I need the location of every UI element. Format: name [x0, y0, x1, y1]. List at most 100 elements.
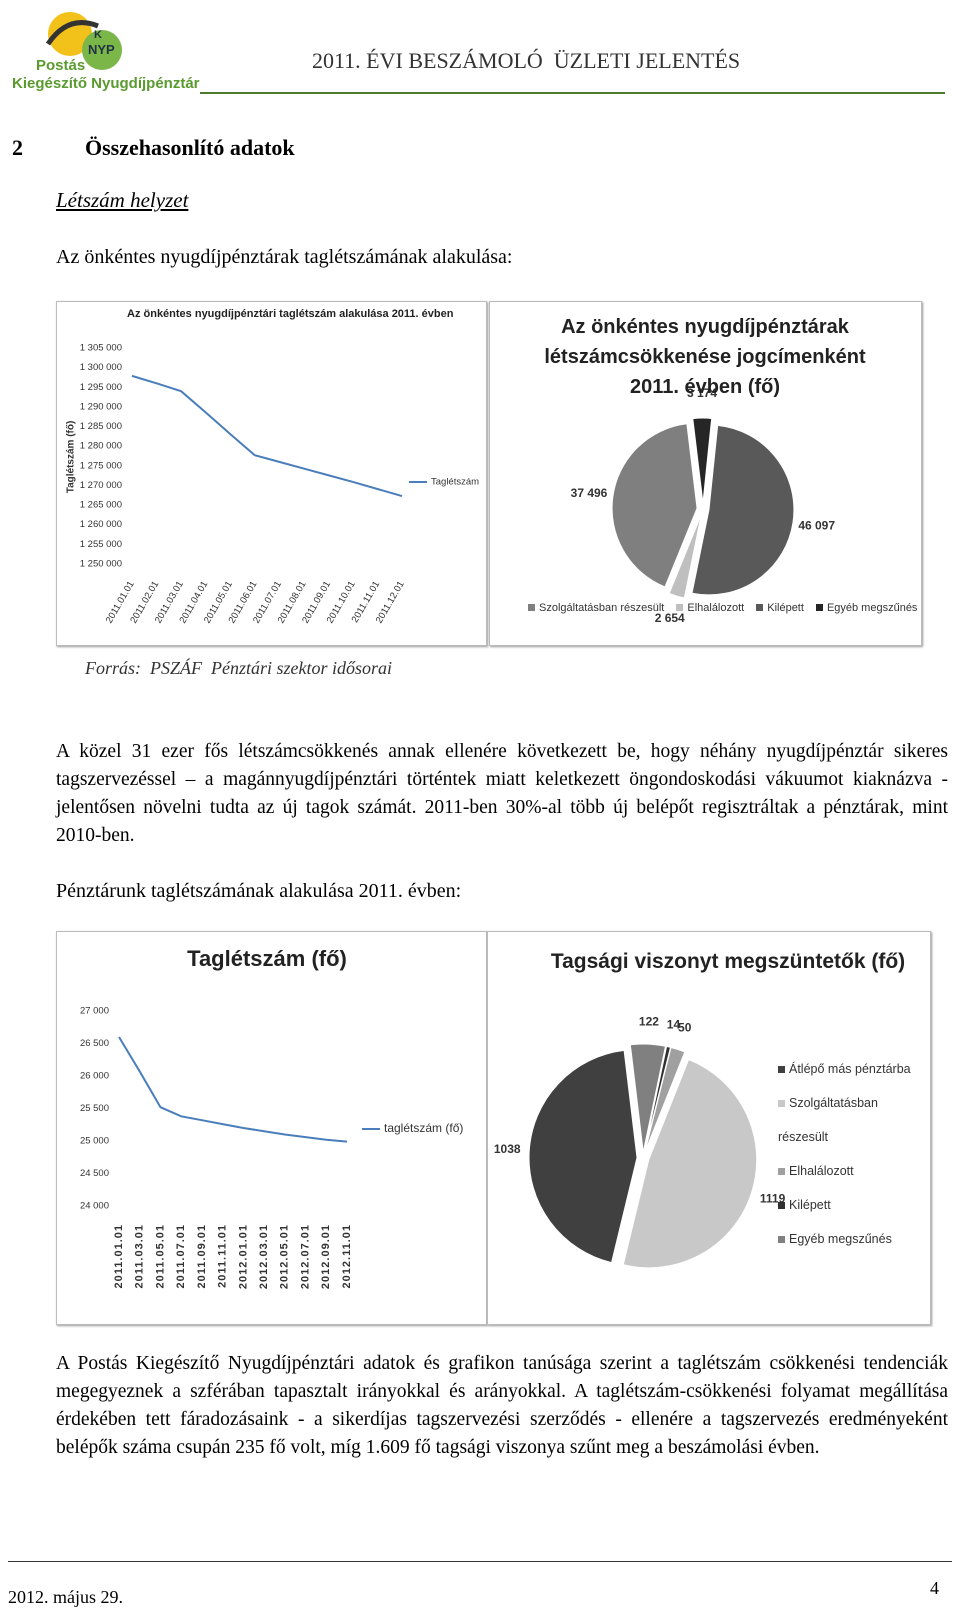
legend: Szolgáltatásban részesült Elhalálozott Kil… [528, 602, 921, 614]
chart-panel: 24 000 24 500 25 000 25 500 26 000 26 500 27 0… [56, 931, 487, 1325]
logo-badge: NYP [88, 42, 115, 57]
legend-item: Kilépett [778, 1188, 930, 1222]
pie-slice [644, 1046, 686, 1153]
data-label: 1038 [494, 1142, 521, 1156]
legend-label: Elhalálozott [789, 1164, 854, 1178]
x-tick-label: 2011.09.01 [196, 1224, 208, 1288]
section-number: 2 [12, 135, 23, 160]
data-label: 3 174 [687, 386, 717, 400]
plot: 24 000 24 500 25 000 25 500 26 000 26 500 27 0… [80, 1006, 463, 1290]
x-tick-label: 2011.11.01 [217, 1224, 229, 1288]
data-label: 37 496 [571, 486, 608, 500]
legend-swatch [778, 1168, 785, 1175]
legend-item: Kilépett [756, 602, 804, 614]
y-tick-label: 25 000 [80, 1136, 109, 1147]
section-title: Összehasonlító adatok [85, 135, 295, 160]
legend-swatch [756, 604, 764, 611]
y-tick-label: 1 280 000 [80, 441, 122, 452]
y-tick-label: 25 500 [80, 1103, 109, 1114]
y-tick-label: 1 300 000 [80, 362, 122, 373]
legend-swatch [815, 604, 823, 611]
legend-label: Szolgáltatásban részesült [778, 1096, 878, 1144]
legend-swatch [528, 604, 535, 611]
source: Forrás: PSZÁF Pénztári szektor idősorai [85, 658, 393, 678]
data-label: 14 [667, 1018, 681, 1032]
legend-item: Szolgáltatásban részesült [778, 1086, 930, 1154]
y-tick-label: 1 265 000 [80, 500, 122, 511]
header-title: 2011. ÉVI BESZÁMOLÓ ÜZLETI JELENTÉS [312, 48, 741, 73]
legend-swatch [676, 604, 684, 611]
subtitle: Létszám helyzet [56, 188, 189, 212]
pie-slice [668, 514, 702, 599]
x-tick-label: 2012.01.01 [237, 1224, 249, 1289]
footer-rule [8, 1561, 952, 1562]
x-tick-label: 2012.09.01 [320, 1224, 332, 1289]
y-tick-label: 24 500 [80, 1168, 109, 1179]
legend-label: Egyéb megszűnés [826, 602, 918, 614]
x-tick-label: 2012.03.01 [258, 1224, 270, 1289]
logo-line1: Postás [36, 57, 85, 74]
pie-slice [622, 1058, 758, 1269]
paragraph: A közel 31 ezer fős létszámcsökkenés ann… [56, 741, 948, 846]
x-tick-label: 2011.05.01 [154, 1224, 166, 1288]
page-number: 4 [930, 1578, 939, 1598]
footer-date: 2012. május 29. [8, 1587, 123, 1607]
legend-item: Átlépő más pénztárba [778, 1052, 930, 1086]
header-rule [200, 92, 945, 94]
legend-label: Elhalálozott [687, 602, 745, 614]
y-tick-label: 1 270 000 [80, 480, 122, 491]
legend: Átlépő más pénztárba Szolgáltatásban rész… [778, 1052, 930, 1256]
x-tick-label: 2012.05.01 [279, 1224, 291, 1289]
legend-label: Szolgáltatásban részesült [539, 602, 665, 614]
legend-label: Kilépett [767, 602, 804, 614]
legend-swatch [778, 1236, 785, 1243]
y-tick-label: 1 305 000 [80, 343, 122, 354]
chart-title: Tagsági viszonyt megszüntetők (fő) [550, 950, 906, 973]
y-tick-label: 1 250 000 [80, 559, 122, 570]
legend-item: Elhalálozott [676, 602, 744, 614]
x-tick-label: 2012.07.01 [299, 1224, 311, 1289]
y-tick-label: 24 000 [80, 1201, 109, 1212]
legend-label: Egyéb megszűnés [789, 1232, 892, 1246]
data-label: 2 654 [655, 611, 685, 625]
chart-panel: 37 496 2 654 46 097 3 174 Az önkéntes nyugdí… [489, 301, 922, 646]
y-tick-label: 26 500 [80, 1038, 109, 1049]
intro: Az önkéntes nyugdíjpénztárak taglétszámá… [56, 246, 513, 268]
logo-badge-top: K [94, 29, 102, 41]
pie-slice [643, 1045, 672, 1153]
y-tick-label: 27 000 [80, 1006, 109, 1017]
logo-line2: Kiegészítő Nyugdíjpénztár [12, 75, 200, 92]
chart-panel: 1 250 000 1 255 000 1 260 000 1 265 000 1 27… [56, 301, 487, 646]
y-tick-label: 26 000 [80, 1071, 109, 1082]
data-label: 122 [639, 1014, 659, 1028]
y-tick-label: 1 275 000 [80, 460, 122, 471]
plot: 37 496 2 654 46 097 3 174 [571, 386, 836, 625]
paragraph: A Postás Kiegészítő Nyugdíjpénztári adat… [56, 1353, 948, 1458]
pie-slice [611, 423, 698, 588]
chart-title: Taglétszám (fő) [187, 946, 347, 971]
pie-slice [528, 1049, 638, 1264]
y-axis-title: Taglétszám (fő) [66, 421, 77, 494]
legend-swatch [778, 1066, 785, 1073]
legend-label: taglétszám (fő) [384, 1121, 463, 1135]
legend-item: Egyéb megszűnés [815, 602, 918, 614]
data-label: 50 [678, 1021, 692, 1035]
legend-label: Átlépő más pénztárba [789, 1062, 911, 1076]
legend-item: Szolgáltatásban részesült [528, 602, 664, 614]
legend-item: Elhalálozott [778, 1154, 930, 1188]
legend-item: Egyéb megszűnés [778, 1222, 930, 1256]
x-tick-label: 2011.01.01 [113, 1224, 125, 1288]
data-label: 1119 [760, 1191, 786, 1205]
chart-title: Az önkéntes nyugdíjpénztári taglétszám a… [127, 308, 454, 320]
line-series [131, 374, 403, 498]
intro: Pénztárunk taglétszámának alakulása 2011… [56, 880, 462, 902]
y-tick-label: 1 260 000 [80, 519, 122, 530]
plot: 1 250 000 1 255 000 1 260 000 1 265 000 1 27… [66, 343, 479, 626]
pie-slice [692, 417, 713, 504]
x-tick-label: 2012.11.01 [341, 1224, 353, 1288]
legend-swatch [778, 1202, 785, 1209]
legend-label: Kilépett [789, 1198, 831, 1212]
y-tick-label: 1 290 000 [80, 401, 122, 412]
chart-title: Az önkéntes nyugdíjpénztárak létszámcsök… [544, 316, 866, 398]
